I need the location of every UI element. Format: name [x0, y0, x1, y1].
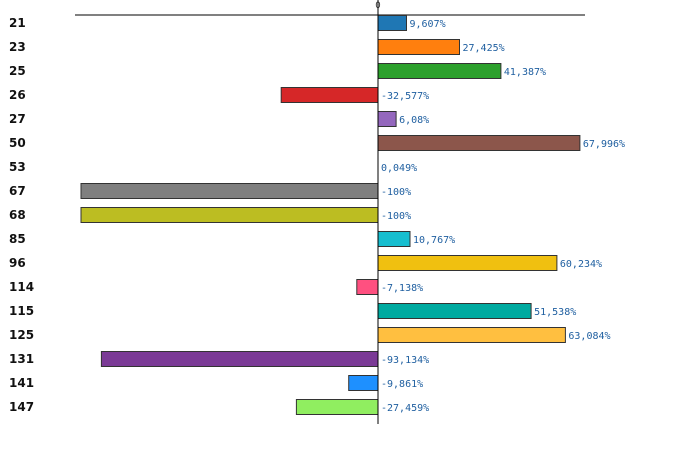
value-label: 41,387%: [504, 67, 546, 78]
bar: [348, 375, 379, 391]
value-label: -9,861%: [381, 379, 423, 390]
bar: [80, 183, 379, 199]
bars-group: [80, 15, 581, 415]
bar: [100, 351, 379, 367]
bar: [80, 207, 379, 223]
value-label: 9,607%: [410, 19, 446, 30]
labels-group: 21 9,607% 23 27,425% 25 41,387% 26 -32,577% 27 6,…: [9, 16, 625, 414]
category-label: 21: [9, 16, 26, 30]
category-label: 131: [9, 352, 34, 366]
category-label: 23: [9, 40, 26, 54]
bar: [377, 111, 397, 127]
value-label: 10,767%: [413, 235, 455, 246]
bar: [377, 303, 532, 319]
category-label: 25: [9, 64, 26, 78]
category-label: 26: [9, 88, 26, 102]
value-label: 0,049%: [381, 163, 417, 174]
bar: [356, 279, 379, 295]
category-label: 68: [9, 208, 26, 222]
value-label: 27,425%: [463, 43, 505, 54]
category-label: 96: [9, 256, 26, 270]
value-label: -7,138%: [381, 283, 423, 294]
bar: [377, 135, 581, 151]
value-label: -27,459%: [381, 403, 429, 414]
value-label: -32,577%: [381, 91, 429, 102]
category-label: 27: [9, 112, 26, 126]
bar: [295, 399, 379, 415]
value-label: 63,084%: [568, 331, 610, 342]
category-label: 50: [9, 136, 26, 150]
bar: [377, 255, 558, 271]
value-label: 60,234%: [560, 259, 602, 270]
bar: [280, 87, 379, 103]
value-label: -93,134%: [381, 355, 429, 366]
category-label: 125: [9, 328, 34, 342]
category-label: 147: [9, 400, 34, 414]
category-label: 141: [9, 376, 34, 390]
bar: [377, 231, 411, 247]
category-label: 53: [9, 160, 26, 174]
value-label: -100%: [381, 211, 411, 222]
bar: [377, 15, 407, 31]
category-label: 114: [9, 280, 34, 294]
value-label: 67,996%: [583, 139, 625, 150]
category-label: 85: [9, 232, 26, 246]
bar: [377, 63, 502, 79]
category-label: 67: [9, 184, 26, 198]
value-label: 6,08%: [399, 115, 429, 126]
bar: [377, 39, 460, 55]
category-label: 115: [9, 304, 34, 318]
bar: [377, 327, 566, 343]
value-label: -100%: [381, 187, 411, 198]
value-label: 51,538%: [534, 307, 576, 318]
